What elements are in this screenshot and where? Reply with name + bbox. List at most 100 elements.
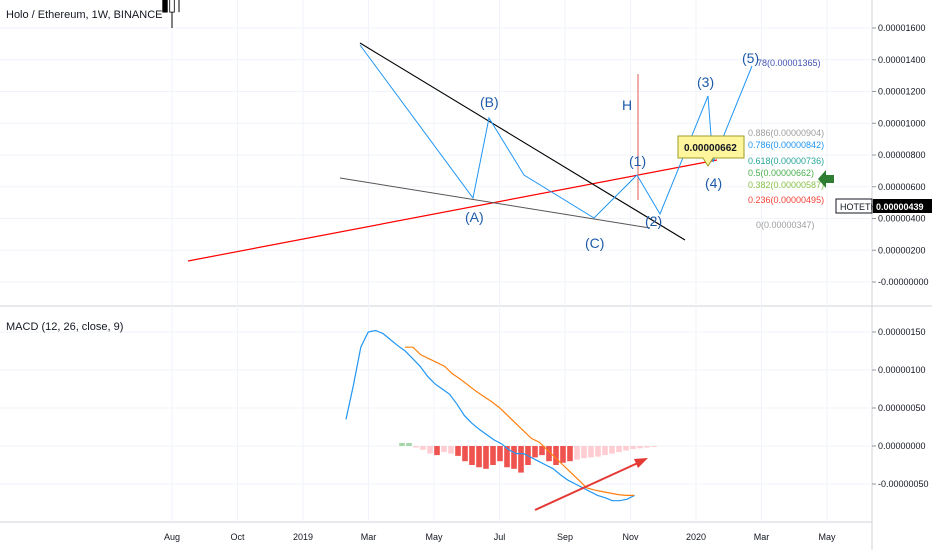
macd-histogram-bar [539, 446, 545, 456]
time-tick-label: 2020 [686, 532, 706, 542]
price-tick-label: -0.00000000 [878, 277, 929, 287]
wave-labels: (A) (B) (C) (1) (2) (3) (4) (5) H [465, 50, 759, 251]
macd-histogram-bar [560, 446, 566, 463]
fib-label-0618: 0.618(0.00000736) [748, 156, 824, 166]
macd-histogram-bar [553, 446, 559, 465]
fib-label-0382: 0.382(0.00000587) [748, 180, 824, 190]
macd-histogram-bar [441, 446, 447, 453]
fib-label-05: 0.5(0.00000662) [748, 168, 814, 178]
macd-histogram-bar [518, 446, 524, 473]
macd-histogram-bar [511, 446, 517, 469]
descending-trendline[interactable] [359, 42, 686, 241]
price-tick-label: 0.00001400 [878, 55, 926, 65]
macd-histogram-bar [616, 446, 622, 453]
macd-histogram-bar [455, 446, 461, 456]
price-tick-label: 0.00000600 [878, 182, 926, 192]
macd-trend-line [534, 461, 641, 511]
macd-histogram-bar [406, 442, 412, 446]
time-tick-label: May [425, 532, 443, 542]
macd-histogram-bar [574, 446, 580, 460]
macd-line [345, 329, 635, 502]
fib-levels: 78(0.00001365) 0.886(0.00000904) 0.786(0… [748, 58, 824, 230]
macd-histogram-bar [602, 446, 608, 456]
arrow-head-icon [634, 458, 648, 468]
macd-histogram-bar [476, 446, 482, 468]
candle [162, 0, 168, 13]
macd-histogram-bar [644, 446, 650, 448]
elliott-wave-path[interactable] [359, 44, 753, 219]
time-tick-label: 2019 [293, 532, 313, 542]
time-tick-label: Jul [494, 532, 506, 542]
price-tick-label: 0.00001000 [878, 118, 926, 128]
last-price-badge: HOTETH 0.00000439 [835, 198, 932, 214]
macd-histogram-bar [427, 446, 433, 454]
macd-histogram-bar [448, 446, 454, 454]
h-label: H [622, 97, 632, 113]
signal-line [405, 346, 635, 496]
wave-label-a: (A) [465, 209, 484, 225]
candles [162, 0, 180, 28]
candle-body [162, 0, 168, 13]
candle-body [169, 0, 175, 13]
wave-label-b: (B) [480, 94, 499, 110]
time-tick-label: Mar [361, 532, 377, 542]
wave-label-4: (4) [705, 175, 722, 191]
price-axis: 0.00001600 0.00001400 0.00001200 0.00001000… [872, 23, 929, 287]
macd-histogram-bar [595, 446, 601, 457]
macd-tick-label: 0.00000150 [878, 327, 926, 337]
macd-histogram-bar [637, 446, 643, 449]
macd-histogram-bar [483, 446, 489, 469]
fib-label-0236: 0.236(0.00000495) [748, 195, 824, 205]
macd-histogram-bar [497, 446, 503, 462]
macd-histogram-bar [581, 446, 587, 459]
macd-tick-label: 0.00000050 [878, 403, 926, 413]
chart-title: Holo / Ethereum, 1W, BINANCE [6, 9, 163, 21]
macd-histogram-bar [469, 446, 475, 465]
macd-trend-arrow [534, 458, 648, 511]
last-price-tag [873, 199, 932, 213]
lower-trendline[interactable] [339, 177, 651, 229]
macd-histogram [399, 442, 657, 473]
price-tick-label: 0.00001600 [878, 23, 926, 33]
callout-box [677, 135, 745, 167]
symbol-label: HOTETH [840, 202, 877, 212]
price-callout[interactable]: 0.00000662 [677, 135, 745, 167]
macd-histogram-bar [434, 446, 440, 456]
wave-label-c: (C) [585, 235, 604, 251]
target-arrow-icon [818, 170, 834, 188]
price-tick-label: 0.00000200 [878, 245, 926, 255]
time-tick-label: Sep [557, 532, 573, 542]
macd-histogram-bar [490, 446, 496, 465]
macd-histogram-bar [399, 442, 405, 446]
macd-tick-label: -0.00000050 [878, 479, 929, 489]
fib-label-0886: 0.886(0.00000904) [748, 128, 824, 138]
support-trendline[interactable] [187, 159, 718, 262]
callout-text: 0.00000662 [684, 143, 737, 154]
time-tick-label: Aug [164, 532, 180, 542]
wave-label-3: (3) [697, 74, 714, 90]
time-tick-label: Nov [622, 532, 639, 542]
candle [169, 0, 175, 28]
macd-histogram-bar [623, 446, 629, 451]
macd-tick-label: 0.00000000 [878, 441, 926, 451]
macd-histogram-bar [546, 446, 552, 462]
macd-title: MACD (12, 26, close, 9) [6, 321, 123, 333]
macd-axis: 0.00000150 0.00000100 0.00000050 0.00000000… [872, 327, 929, 489]
fib-top-label: 78(0.00001365) [757, 58, 821, 68]
time-tick-label: Oct [230, 532, 245, 542]
time-tick-label: May [818, 532, 836, 542]
fib-label-0786: 0.786(0.00000842) [748, 140, 824, 150]
macd-histogram-bar [567, 446, 573, 462]
macd-histogram-bar [651, 446, 657, 447]
symbol-badge [835, 198, 873, 214]
wave-label-2: (2) [645, 213, 662, 229]
macd-histogram-bar [630, 446, 636, 450]
time-tick-label: Mar [754, 532, 770, 542]
time-axis: Aug Oct 2019 Mar May Jul Sep Nov 2020 Mar May [164, 532, 836, 542]
price-tick-label: 0.00001200 [878, 87, 926, 97]
macd-histogram-bar [532, 446, 538, 458]
macd-histogram-bar [413, 446, 419, 448]
wave-label-5: (5) [742, 50, 759, 66]
macd-histogram-bar [462, 446, 468, 462]
